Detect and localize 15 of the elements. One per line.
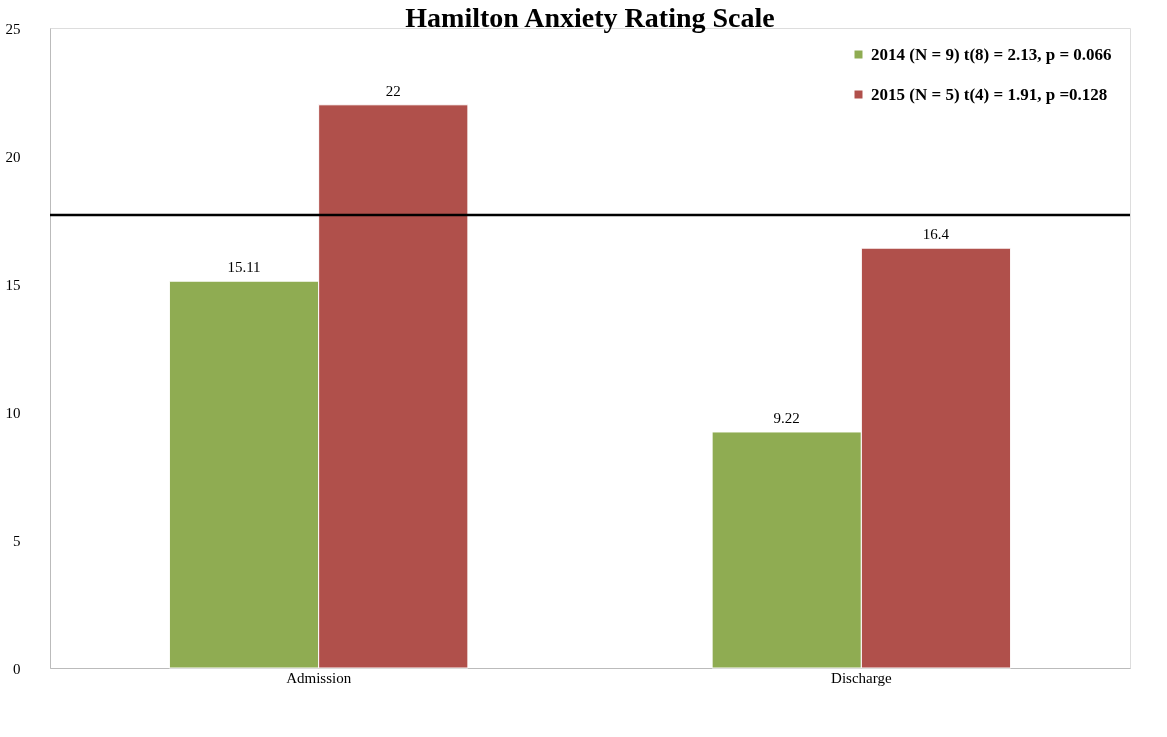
data-label: 15.11: [227, 259, 261, 276]
chart-title: Hamilton Anxiety Rating Scale: [405, 2, 775, 33]
y-tick-label: 0: [13, 660, 21, 677]
x-tick-label: Discharge: [831, 669, 892, 686]
y-tick-label: 20: [5, 148, 21, 165]
data-label: 16.4: [922, 226, 950, 243]
y-tick-label: 5: [13, 532, 21, 549]
data-label: 9.22: [773, 409, 800, 426]
legend-label: 2014 (N = 9) t(8) = 2.13, p = 0.066: [871, 44, 1112, 64]
data-label: 22: [385, 82, 401, 99]
x-tick-label: Admission: [286, 669, 352, 686]
y-tick-label: 10: [5, 404, 21, 421]
y-tick-label: 15: [5, 276, 21, 293]
y-tick-label: 25: [5, 20, 21, 37]
legend-label: 2015 (N = 5) t(4) = 1.91, p =0.128: [871, 84, 1108, 104]
